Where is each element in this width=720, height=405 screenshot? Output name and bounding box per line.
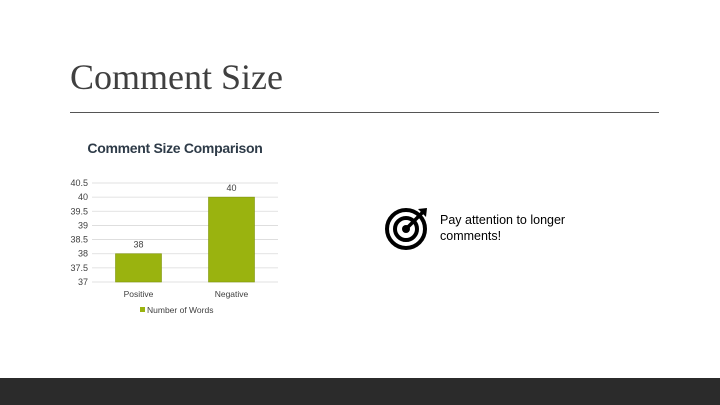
y-tick-label: 38 [78, 249, 88, 259]
data-label: 38 [133, 240, 143, 250]
x-tick-label: Negative [215, 289, 249, 299]
callout-text: Pay attention to longer comments! [440, 213, 566, 243]
callout: Pay attention to longer comments! [384, 205, 584, 255]
y-tick-label: 39.5 [70, 206, 88, 216]
chart-plot-area: 40.5 40 39.5 39 38.5 38 37.5 37 38 Positive 40 Nega… [70, 178, 278, 315]
data-label: 40 [226, 183, 236, 193]
x-tick-label: Positive [124, 289, 154, 299]
legend-label: Number of Words [147, 305, 213, 315]
bar-chart: 40.5 40 39.5 39 38.5 38 37.5 37 38 Positive 40 Nega… [60, 136, 300, 326]
y-tick-label: 39 [78, 220, 88, 230]
bar [208, 196, 255, 283]
footer-bar [0, 378, 720, 405]
slide-title: Comment Size [70, 57, 283, 97]
legend-swatch [140, 307, 145, 312]
chart-title: Comment Size Comparison [87, 140, 263, 156]
target-arrow-icon [385, 208, 427, 250]
bar [115, 253, 162, 283]
y-tick-label: 40 [78, 192, 88, 202]
y-tick-label: 38.5 [70, 235, 88, 245]
y-tick-label: 37.5 [70, 263, 88, 273]
y-tick-label: 40.5 [70, 178, 88, 188]
y-tick-label: 37 [78, 277, 88, 287]
title-divider [70, 112, 659, 113]
